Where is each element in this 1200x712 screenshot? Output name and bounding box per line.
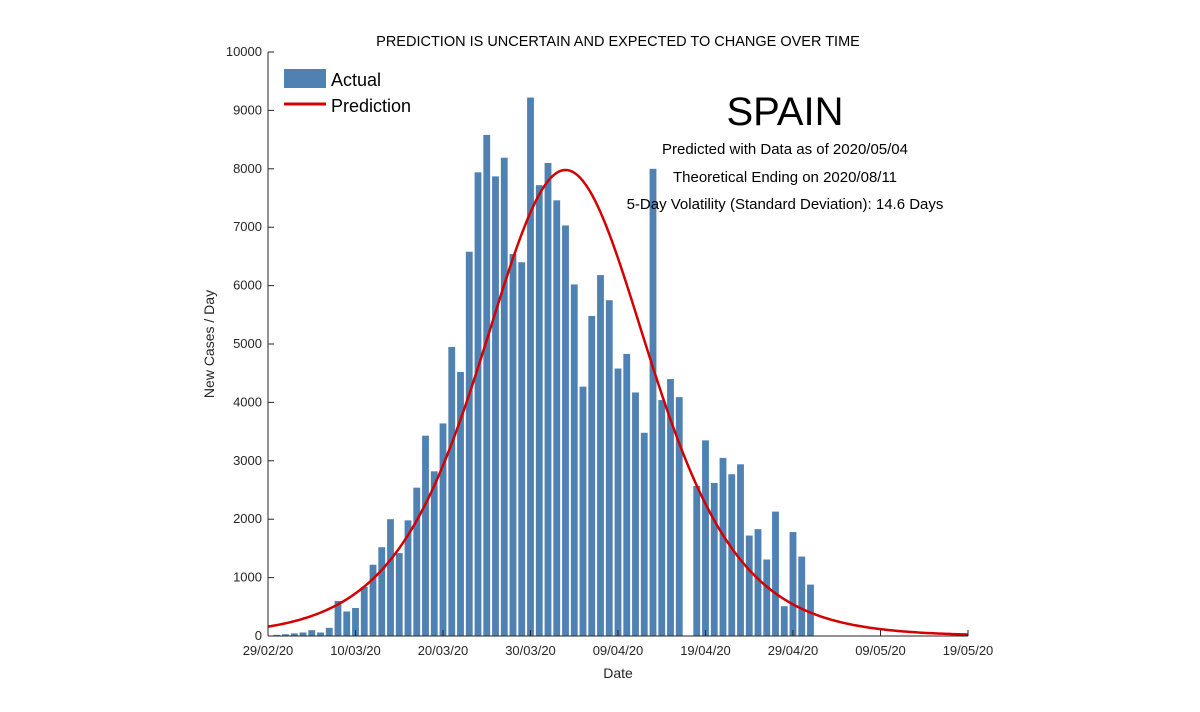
bar — [457, 372, 464, 636]
bar — [325, 627, 333, 636]
x-tick-label: 29/04/20 — [768, 643, 819, 658]
bar — [360, 586, 368, 636]
bar — [649, 168, 657, 637]
x-axis-ticks: 29/02/20 10/03/20 20/03/20 30/03/20 09/04/20… — [243, 630, 994, 658]
y-tick-label: 1000 — [233, 570, 262, 585]
bar — [570, 284, 578, 636]
bar — [605, 300, 613, 636]
bar — [675, 397, 683, 636]
x-tick-label: 19/04/20 — [680, 643, 731, 658]
bar — [614, 368, 622, 636]
x-tick-label: 20/03/20 — [418, 643, 469, 658]
y-tick-label: 7000 — [233, 219, 262, 234]
bar — [387, 519, 394, 636]
country-label: SPAIN — [726, 90, 843, 134]
bar — [378, 547, 386, 636]
legend: Actual Prediction — [284, 69, 411, 116]
bar — [430, 471, 438, 636]
bar — [509, 254, 517, 636]
bar — [290, 633, 298, 636]
bar — [492, 176, 499, 636]
bar — [317, 632, 324, 636]
bar — [745, 535, 753, 636]
bar — [588, 315, 596, 636]
bar — [518, 262, 526, 636]
x-tick-label: 09/04/20 — [593, 643, 644, 658]
bar — [780, 606, 788, 636]
bar — [693, 485, 701, 636]
legend-swatch-actual — [284, 69, 326, 88]
chart-title: PREDICTION IS UNCERTAIN AND EXPECTED TO … — [376, 34, 860, 50]
y-axis-label: New Cases / Day — [201, 290, 217, 398]
bar — [728, 474, 736, 636]
bar — [640, 432, 648, 636]
bar — [413, 487, 421, 636]
x-tick-label: 29/02/20 — [243, 643, 294, 658]
x-axis-label: Date — [603, 665, 633, 681]
bar — [772, 511, 779, 636]
bar — [632, 392, 639, 636]
bar — [527, 97, 534, 636]
bar — [623, 353, 631, 636]
x-tick-label: 09/05/20 — [855, 643, 906, 658]
bar — [754, 529, 762, 636]
bar — [343, 611, 351, 636]
bar — [369, 564, 377, 636]
y-axis-ticks: 0 1000 2000 3000 4000 5000 6000 7000 8000 9000 100… — [226, 44, 274, 643]
bar — [710, 482, 718, 636]
bar — [807, 584, 814, 636]
bar — [553, 200, 561, 636]
bar — [422, 435, 429, 636]
bar — [535, 185, 543, 637]
y-tick-label: 3000 — [233, 453, 262, 468]
info-line-ending: Theoretical Ending on 2020/08/11 — [673, 169, 897, 186]
bar — [474, 172, 482, 636]
legend-label-actual: Actual — [331, 70, 381, 90]
bar — [562, 225, 569, 636]
bar — [500, 157, 508, 637]
bar — [658, 400, 666, 636]
y-tick-label: 2000 — [233, 511, 262, 526]
bar — [448, 346, 456, 636]
x-tick-label: 30/03/20 — [505, 643, 556, 658]
bar — [282, 634, 289, 636]
plot-area — [267, 97, 969, 637]
y-tick-label: 9000 — [233, 102, 262, 117]
info-line-prediction-date: Predicted with Data as of 2020/05/04 — [662, 141, 908, 158]
bar — [483, 134, 491, 637]
y-tick-label: 8000 — [233, 161, 262, 176]
x-tick-label: 10/03/20 — [330, 643, 381, 658]
bar — [579, 386, 587, 636]
x-tick-label: 19/05/20 — [943, 643, 994, 658]
y-tick-label: 10000 — [226, 44, 262, 59]
bar — [299, 632, 307, 636]
bar — [544, 162, 552, 636]
bar — [308, 630, 316, 636]
bar — [273, 634, 281, 636]
y-tick-label: 0 — [255, 628, 262, 643]
legend-label-prediction: Prediction — [331, 96, 411, 116]
bar — [719, 457, 727, 636]
bar — [334, 600, 342, 636]
bar — [798, 556, 806, 636]
bar — [465, 251, 473, 636]
y-tick-label: 4000 — [233, 394, 262, 409]
bar — [439, 423, 447, 636]
bar — [789, 532, 797, 636]
bar — [395, 553, 403, 636]
info-line-volatility: 5-Day Volatility (Standard Deviation): 1… — [627, 196, 944, 213]
bar — [597, 275, 604, 636]
bar — [352, 607, 359, 636]
y-tick-label: 5000 — [233, 336, 262, 351]
bar — [737, 464, 744, 636]
bar — [404, 520, 412, 636]
bar — [702, 440, 709, 636]
y-tick-label: 6000 — [233, 278, 262, 293]
bar — [667, 379, 674, 636]
prediction-line — [267, 168, 969, 636]
bar — [763, 559, 771, 636]
